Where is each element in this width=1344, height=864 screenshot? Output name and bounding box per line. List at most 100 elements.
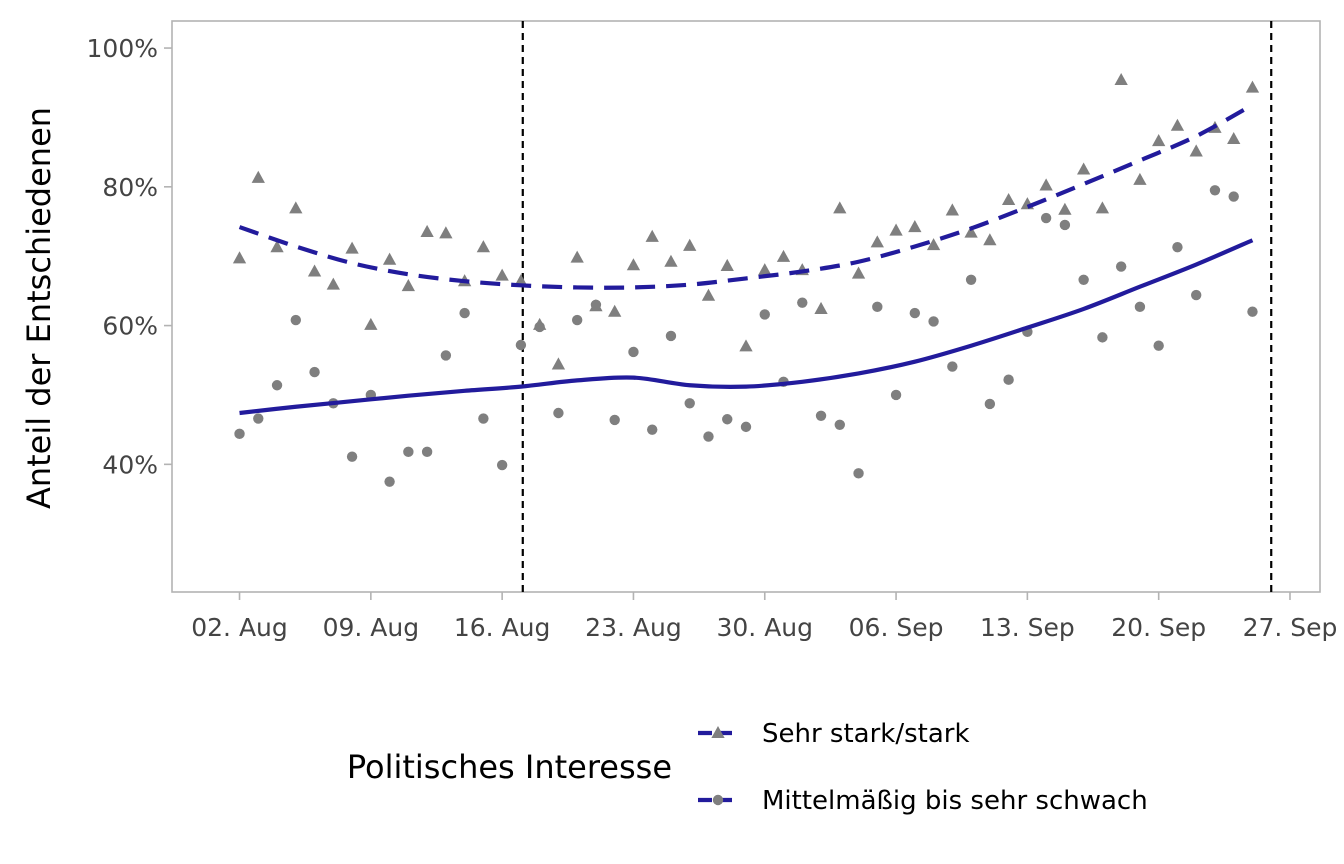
data-point-triangle	[1189, 144, 1203, 157]
data-point-triangle	[270, 240, 284, 253]
data-point-circle	[703, 431, 714, 442]
data-point-triangle	[476, 240, 491, 253]
data-point-triangle	[776, 249, 791, 262]
data-point-triangle	[439, 226, 453, 239]
data-point-triangle	[889, 223, 903, 236]
data-point-circle	[628, 346, 639, 358]
data-point-triangle	[720, 258, 734, 271]
data-point-circle	[459, 307, 470, 319]
data-point-triangle	[945, 203, 959, 216]
data-point-triangle	[608, 304, 622, 317]
data-point-circle	[928, 316, 939, 327]
data-point-circle	[965, 274, 977, 285]
data-point-circle	[740, 421, 752, 433]
data-point-triangle	[758, 263, 772, 276]
data-point-circle	[1059, 219, 1071, 231]
trend-line-dashed	[238, 103, 1254, 290]
data-point-circle	[1078, 274, 1089, 285]
data-point-circle	[684, 398, 695, 409]
data-point-triangle	[1245, 80, 1260, 93]
data-point-triangle	[814, 301, 828, 314]
plot-area: 40% 60% 80% 100% 02. Aug 09. Aug 16. Aug 23. Au…	[87, 20, 1338, 642]
data-point-circle	[909, 307, 921, 319]
x-tick-label: 30. Aug	[716, 613, 813, 642]
legend-title: Politisches Interesse	[347, 748, 672, 786]
data-point-triangle	[683, 238, 697, 251]
data-point-triangle	[851, 266, 866, 279]
data-point-triangle	[401, 279, 416, 292]
data-point-circle	[478, 413, 489, 424]
legend-label: Sehr stark/stark	[762, 719, 970, 749]
x-tick-label: 20. Sep	[1111, 613, 1206, 642]
data-point-circle	[1115, 261, 1127, 272]
data-point-circle	[815, 410, 827, 421]
legend: Politisches Interesse Sehr stark/stark Mi…	[347, 719, 1148, 816]
data-point-triangle	[251, 170, 265, 183]
data-point-circle	[515, 339, 527, 351]
data-point-triangle	[1039, 178, 1053, 191]
data-point-triangle	[1133, 172, 1147, 185]
y-tick-label: 60%	[102, 312, 158, 341]
legend-key-circle	[712, 794, 724, 806]
data-point-triangle	[345, 241, 359, 254]
data-point-circle	[1153, 340, 1164, 351]
data-point-circle	[421, 446, 433, 458]
data-point-triangle	[551, 357, 566, 370]
trend-line-solid	[239, 238, 1254, 416]
data-point-circle	[834, 419, 845, 430]
data-point-circle	[1209, 185, 1221, 196]
data-point-circle	[947, 361, 958, 372]
data-point-triangle	[626, 258, 641, 271]
data-point-circle	[384, 476, 395, 487]
data-point-triangle	[307, 264, 322, 277]
x-tick-label: 16. Aug	[454, 613, 551, 642]
x-tick-label: 06. Sep	[849, 613, 944, 642]
x-tick-label: 13. Sep	[980, 613, 1075, 642]
data-point-circle	[290, 314, 302, 326]
data-point-triangle	[570, 250, 584, 263]
data-point-circle	[722, 414, 733, 425]
data-point-circle	[1097, 332, 1108, 343]
data-point-triangle	[664, 254, 678, 267]
data-point-circle	[609, 414, 620, 426]
data-point-circle	[309, 366, 320, 378]
data-point-triangle	[364, 317, 378, 330]
data-point-triangle	[833, 201, 847, 214]
data-point-circle	[797, 297, 808, 308]
data-point-circle	[872, 301, 883, 313]
x-tick-label: 23. Aug	[585, 613, 682, 642]
data-point-circle	[1134, 301, 1146, 313]
data-point-triangle	[326, 277, 340, 290]
data-point-circle	[534, 321, 545, 333]
data-point-triangle	[1058, 202, 1072, 215]
data-point-circle	[440, 350, 452, 361]
data-point-circle	[590, 299, 602, 310]
data-point-triangle	[964, 225, 978, 238]
data-point-circle	[984, 398, 996, 410]
data-point-circle	[759, 309, 770, 320]
data-point-circle	[253, 413, 264, 424]
data-point-triangle	[983, 233, 997, 246]
data-point-circle	[234, 428, 245, 440]
y-axis-title: Anteil der Entschiedenen	[20, 107, 58, 509]
data-point-triangle	[495, 268, 509, 281]
data-point-circle	[271, 380, 283, 391]
data-point-circle	[346, 451, 358, 462]
data-point-triangle	[420, 224, 434, 237]
legend-label: Mittelmäßig bis sehr schwach	[762, 786, 1148, 816]
data-point-triangle	[645, 229, 659, 242]
data-point-circle	[1172, 241, 1183, 253]
data-point-triangle	[701, 288, 716, 301]
data-point-triangle	[289, 201, 303, 214]
legend-key-triangle	[711, 726, 725, 739]
data-point-circle	[665, 330, 677, 342]
data-point-circle	[496, 459, 508, 471]
data-point-circle	[1247, 306, 1258, 317]
data-point-circle	[1003, 374, 1014, 385]
x-tick-label: 27. Sep	[1243, 613, 1338, 642]
y-tick-label: 80%	[102, 173, 158, 202]
data-point-triangle	[1095, 201, 1110, 214]
data-point-triangle	[739, 339, 753, 352]
